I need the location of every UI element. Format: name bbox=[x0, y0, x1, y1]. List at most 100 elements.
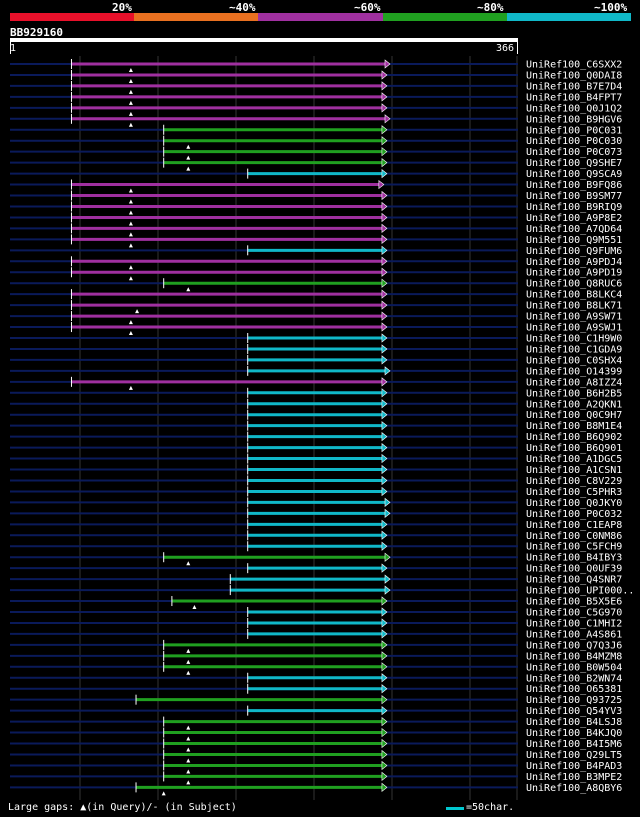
hit-end-arrow bbox=[381, 125, 388, 135]
hit-end-arrow bbox=[381, 782, 388, 792]
hit-label[interactable]: UniRef100_Q29LT5 bbox=[526, 750, 622, 761]
hit-label[interactable]: UniRef100_A9SWJ1 bbox=[526, 323, 622, 334]
hit-label[interactable]: UniRef100_A8IZZ4 bbox=[526, 377, 622, 388]
hit-label[interactable]: UniRef100_B6H2B5 bbox=[526, 388, 622, 399]
hit-label[interactable]: UniRef100_Q4SNR7 bbox=[526, 575, 622, 586]
hit-label[interactable]: UniRef100_B9HGV6 bbox=[526, 114, 622, 125]
hit-label[interactable]: UniRef100_B4FPT7 bbox=[526, 92, 622, 103]
hit-end-arrow bbox=[384, 497, 391, 508]
hit-label[interactable]: UniRef100_Q0C9H7 bbox=[526, 410, 622, 421]
hit-label[interactable]: UniRef100_O65381 bbox=[526, 684, 622, 695]
hit-label[interactable]: UniRef100_Q93725 bbox=[526, 695, 622, 706]
legend-segment bbox=[134, 13, 259, 21]
hit-end-arrow bbox=[381, 563, 388, 573]
hit-label[interactable]: UniRef100_C1EAP8 bbox=[526, 520, 622, 531]
hit-label[interactable]: UniRef100_C0SHX4 bbox=[526, 355, 622, 366]
hit-end-arrow bbox=[381, 640, 388, 650]
hit-label[interactable]: UniRef100_Q9FUM6 bbox=[526, 246, 622, 257]
hit-label[interactable]: UniRef100_Q7Q3J6 bbox=[526, 640, 622, 651]
query-gap-marker bbox=[128, 221, 133, 226]
hit-label[interactable]: UniRef100_A8QBY6 bbox=[526, 783, 622, 794]
hit-label[interactable]: UniRef100_Q0UF39 bbox=[526, 564, 622, 575]
hit-label[interactable]: UniRef100_P0C031 bbox=[526, 125, 622, 136]
hit-end-arrow bbox=[384, 585, 391, 595]
scale-label: =50char. bbox=[466, 802, 515, 813]
hit-label[interactable]: UniRef100_Q9SCA9 bbox=[526, 169, 622, 180]
hit-label[interactable]: UniRef100_A4S861 bbox=[526, 629, 622, 640]
hit-label[interactable]: UniRef100_C5PHR3 bbox=[526, 487, 622, 498]
hit-end-arrow bbox=[381, 618, 388, 628]
hit-label[interactable]: UniRef100_B0W504 bbox=[526, 662, 622, 673]
hit-label[interactable]: UniRef100_C0NM86 bbox=[526, 531, 622, 542]
hit-label[interactable]: UniRef100_A9SW71 bbox=[526, 312, 622, 323]
query-gap-marker bbox=[186, 725, 191, 730]
hit-end-arrow bbox=[381, 432, 388, 442]
hit-end-arrow bbox=[384, 114, 391, 124]
hit-label[interactable]: UniRef100_Q8RUC6 bbox=[526, 279, 622, 290]
hit-label[interactable]: UniRef100_B9RIQ9 bbox=[526, 202, 622, 213]
hit-label[interactable]: UniRef100_A2QKN1 bbox=[526, 399, 622, 410]
hit-end-arrow bbox=[381, 716, 388, 727]
hit-label[interactable]: UniRef100_B8LKC4 bbox=[526, 290, 622, 301]
query-gap-marker bbox=[128, 122, 133, 127]
hit-end-arrow bbox=[381, 530, 388, 540]
query-gap-marker bbox=[128, 210, 133, 215]
hit-end-arrow bbox=[384, 59, 391, 69]
query-gap-marker bbox=[186, 769, 191, 774]
hit-label[interactable]: UniRef100_B5X5E6 bbox=[526, 597, 622, 608]
hit-label[interactable]: UniRef100_C8V229 bbox=[526, 476, 622, 487]
hit-label[interactable]: UniRef100_B6Q901 bbox=[526, 443, 622, 454]
hit-label[interactable]: UniRef100_A9PD19 bbox=[526, 268, 622, 279]
hit-label[interactable]: UniRef100_C1GDA9 bbox=[526, 344, 622, 355]
hit-label[interactable]: UniRef100_B7E7D4 bbox=[526, 81, 622, 92]
hit-label[interactable]: UniRef100_B8LK71 bbox=[526, 301, 622, 312]
hit-label[interactable]: UniRef100_B2WN74 bbox=[526, 673, 622, 684]
hit-label[interactable]: UniRef100_O14399 bbox=[526, 366, 622, 377]
hit-label[interactable]: UniRef100_Q0DAI8 bbox=[526, 70, 622, 81]
hit-label[interactable]: UniRef100_Q9SHE7 bbox=[526, 158, 622, 169]
query-gap-marker bbox=[128, 243, 133, 248]
hit-label[interactable]: UniRef100_B4IBY3 bbox=[526, 553, 622, 564]
hit-label[interactable]: UniRef100_P0C030 bbox=[526, 136, 622, 147]
query-gap-marker bbox=[186, 648, 191, 653]
hit-label[interactable]: UniRef100_Q0J1Q2 bbox=[526, 103, 622, 114]
hit-label[interactable]: UniRef100_A1CSN1 bbox=[526, 465, 622, 476]
hit-end-arrow bbox=[381, 541, 388, 551]
hit-label[interactable]: UniRef100_B4KJQ0 bbox=[526, 728, 622, 739]
legend-segment bbox=[258, 13, 383, 21]
hit-label[interactable]: UniRef100_B4PAD3 bbox=[526, 761, 622, 772]
hit-end-arrow bbox=[381, 103, 388, 113]
hit-label[interactable]: UniRef100_C5FCH9 bbox=[526, 542, 622, 553]
hit-end-arrow bbox=[381, 322, 388, 332]
legend-label: ~60% bbox=[354, 1, 381, 14]
hit-label[interactable]: UniRef100_A1DGC5 bbox=[526, 454, 622, 465]
hit-label[interactable]: UniRef100_B6Q902 bbox=[526, 432, 622, 443]
hit-label[interactable]: UniRef100_B9FQ86 bbox=[526, 180, 622, 191]
hit-label[interactable]: UniRef100_C1H9W0 bbox=[526, 334, 622, 345]
hit-label[interactable]: UniRef100_Q0JKY0 bbox=[526, 498, 622, 509]
hit-label[interactable]: UniRef100_C1MHI2 bbox=[526, 618, 622, 629]
hit-end-arrow bbox=[381, 738, 388, 749]
hit-end-arrow bbox=[381, 727, 388, 738]
hit-label[interactable]: UniRef100_P0C032 bbox=[526, 509, 622, 520]
hit-label[interactable]: UniRef100_B3MPE2 bbox=[526, 772, 622, 783]
hit-end-arrow bbox=[381, 651, 388, 661]
hit-end-arrow bbox=[381, 442, 388, 453]
hit-end-arrow bbox=[381, 136, 388, 146]
hit-end-arrow bbox=[381, 464, 388, 475]
hit-label[interactable]: UniRef100_B4MZM8 bbox=[526, 651, 622, 662]
hit-label[interactable]: UniRef100_P0C073 bbox=[526, 147, 622, 158]
hit-label[interactable]: UniRef100_A9PDJ4 bbox=[526, 257, 622, 268]
hit-label[interactable]: UniRef100_B4LSJ8 bbox=[526, 717, 622, 728]
hit-label[interactable]: UniRef100_C6SXX2 bbox=[526, 60, 622, 71]
hit-label[interactable]: UniRef100_B9SM77 bbox=[526, 191, 622, 202]
hit-label[interactable]: UniRef100_B8M1E4 bbox=[526, 421, 622, 432]
query-gap-marker bbox=[128, 68, 133, 72]
hit-label[interactable]: UniRef100_UPI000.. bbox=[526, 586, 634, 597]
hit-label[interactable]: UniRef100_C5G970 bbox=[526, 608, 622, 619]
hit-label[interactable]: UniRef100_Q9M551 bbox=[526, 235, 622, 246]
hit-label[interactable]: UniRef100_Q54YV3 bbox=[526, 706, 622, 717]
hit-label[interactable]: UniRef100_B4I5M6 bbox=[526, 739, 622, 750]
hit-label[interactable]: UniRef100_A7QD64 bbox=[526, 224, 622, 235]
hit-label[interactable]: UniRef100_A9P8E2 bbox=[526, 213, 622, 224]
